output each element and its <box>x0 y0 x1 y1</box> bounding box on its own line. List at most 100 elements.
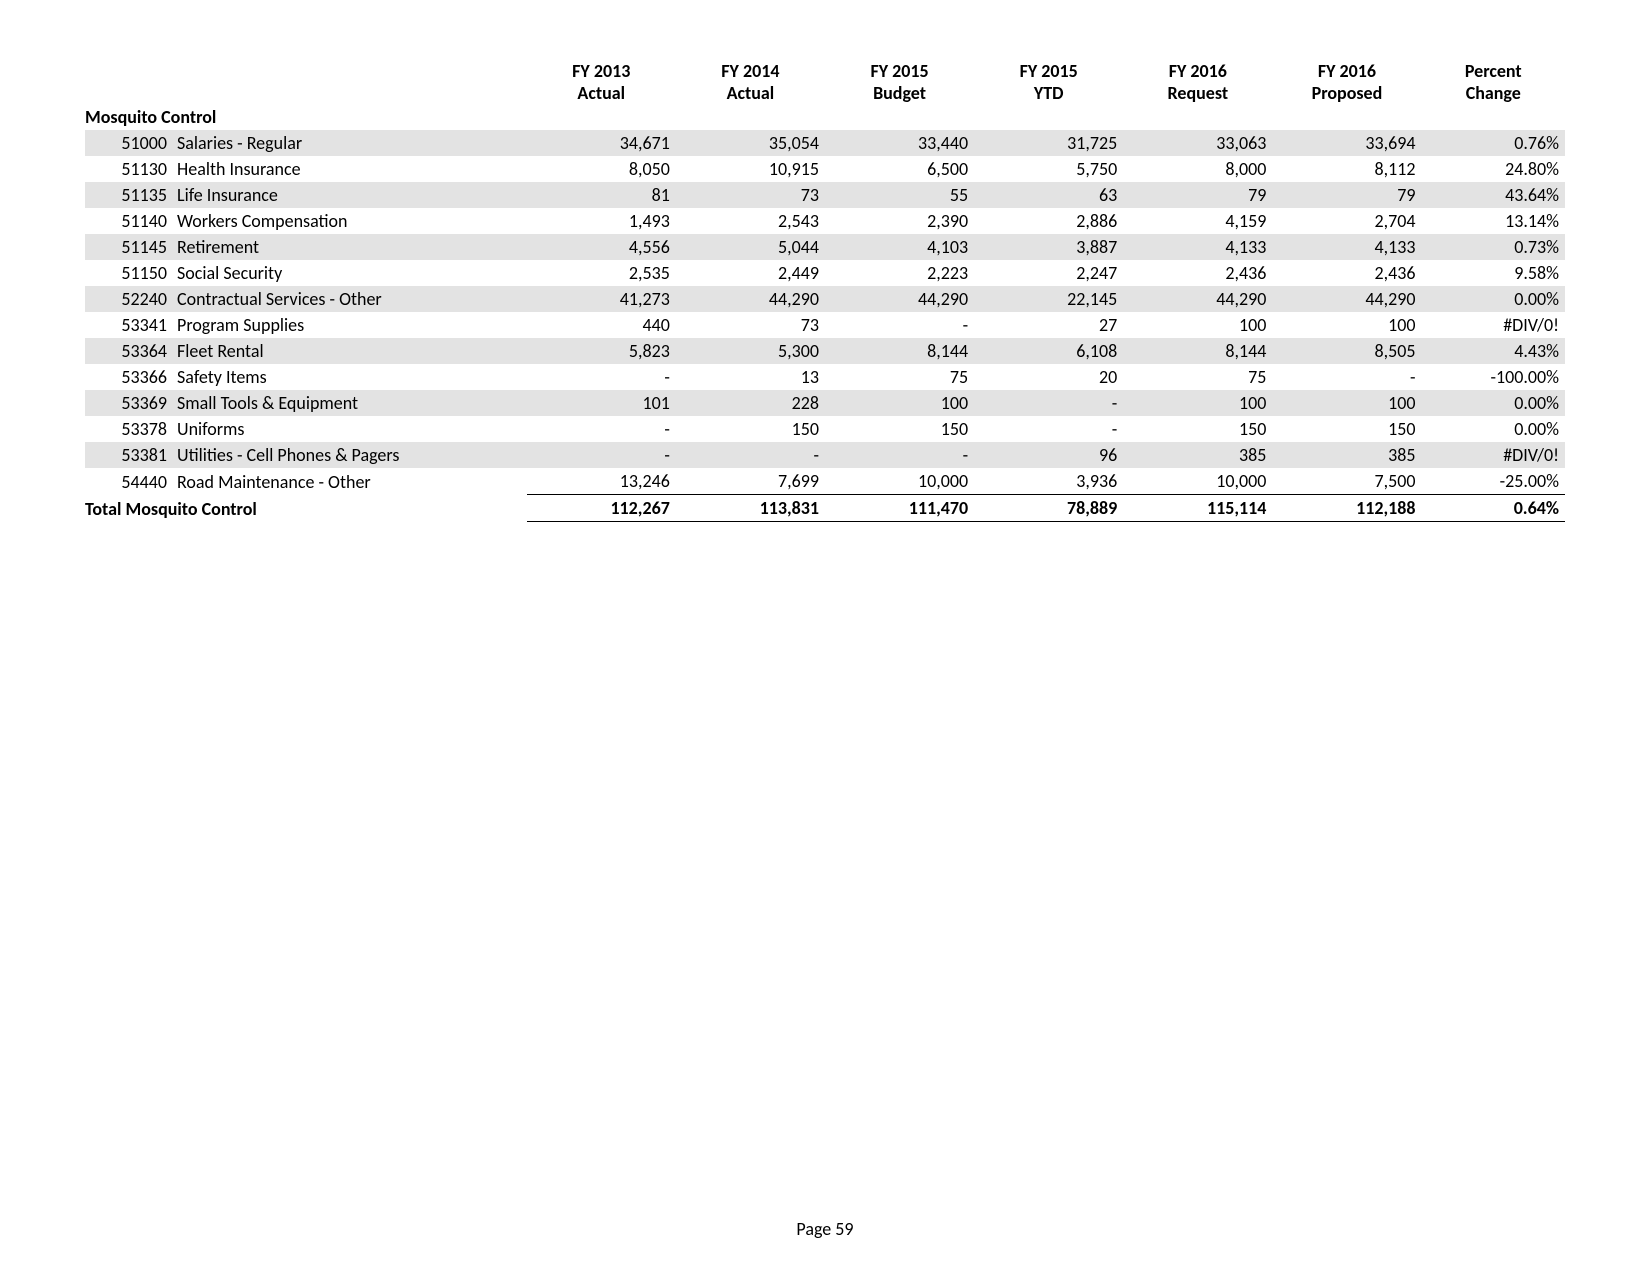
row-value: 2,436 <box>1123 260 1272 286</box>
row-pct: 4.43% <box>1422 338 1565 364</box>
row-value: 10,000 <box>1123 468 1272 495</box>
row-pct: 0.00% <box>1422 286 1565 312</box>
row-value: 22,145 <box>974 286 1123 312</box>
row-value: - <box>527 416 676 442</box>
row-value: 2,247 <box>974 260 1123 286</box>
row-value: 96 <box>974 442 1123 468</box>
row-value: 33,694 <box>1272 130 1421 156</box>
col-header: FY 2014 <box>676 60 825 82</box>
row-desc: Retirement <box>171 234 527 260</box>
row-value: 150 <box>676 416 825 442</box>
total-value: 78,889 <box>974 495 1123 522</box>
row-value: 8,505 <box>1272 338 1421 364</box>
row-value: 2,449 <box>676 260 825 286</box>
row-value: 2,223 <box>825 260 974 286</box>
row-value: - <box>974 390 1123 416</box>
total-value: 112,188 <box>1272 495 1421 522</box>
col-header: FY 2016 <box>1272 60 1421 82</box>
col-subheader: Budget <box>825 82 974 104</box>
row-pct: 24.80% <box>1422 156 1565 182</box>
row-desc: Road Maintenance - Other <box>171 468 527 495</box>
row-code: 51135 <box>85 182 171 208</box>
row-code: 51150 <box>85 260 171 286</box>
row-pct: #DIV/0! <box>1422 442 1565 468</box>
table-row: 53378Uniforms-150150-1501500.00% <box>85 416 1565 442</box>
table-row: 53381Utilities - Cell Phones & Pagers---… <box>85 442 1565 468</box>
row-value: 4,556 <box>527 234 676 260</box>
row-value: 44,290 <box>1123 286 1272 312</box>
row-value: 385 <box>1123 442 1272 468</box>
table-row: 53364Fleet Rental5,8235,3008,1446,1088,1… <box>85 338 1565 364</box>
row-pct: 9.58% <box>1422 260 1565 286</box>
table-row: 52240Contractual Services - Other41,2734… <box>85 286 1565 312</box>
table-row: 53341Program Supplies44073-27100100#DIV/… <box>85 312 1565 338</box>
row-code: 53378 <box>85 416 171 442</box>
col-header: FY 2015 <box>825 60 974 82</box>
table-row: 51130Health Insurance8,05010,9156,5005,7… <box>85 156 1565 182</box>
row-value: 4,133 <box>1123 234 1272 260</box>
table-row: 51000Salaries - Regular34,67135,05433,44… <box>85 130 1565 156</box>
row-value: 75 <box>825 364 974 390</box>
row-pct: 0.00% <box>1422 390 1565 416</box>
row-value: 5,823 <box>527 338 676 364</box>
total-value: 113,831 <box>676 495 825 522</box>
row-value: 5,044 <box>676 234 825 260</box>
row-value: 100 <box>825 390 974 416</box>
row-value: 35,054 <box>676 130 825 156</box>
row-value: 63 <box>974 182 1123 208</box>
row-value: 2,436 <box>1272 260 1421 286</box>
table-row: 53366Safety Items-13752075--100.00% <box>85 364 1565 390</box>
row-value: 4,103 <box>825 234 974 260</box>
row-value: 228 <box>676 390 825 416</box>
row-value: 2,704 <box>1272 208 1421 234</box>
row-value: 4,159 <box>1123 208 1272 234</box>
row-code: 51130 <box>85 156 171 182</box>
row-value: 100 <box>1123 390 1272 416</box>
row-value: 100 <box>1272 390 1421 416</box>
row-pct: -100.00% <box>1422 364 1565 390</box>
row-value: 7,699 <box>676 468 825 495</box>
row-desc: Program Supplies <box>171 312 527 338</box>
row-value: - <box>825 442 974 468</box>
page-footer: Page 59 <box>0 1218 1650 1240</box>
row-value: - <box>527 364 676 390</box>
row-value: 2,390 <box>825 208 974 234</box>
row-value: - <box>1272 364 1421 390</box>
section-title-row: Mosquito Control <box>85 104 1565 130</box>
row-value: 5,300 <box>676 338 825 364</box>
row-value: 27 <box>974 312 1123 338</box>
total-value: 115,114 <box>1123 495 1272 522</box>
total-label: Total Mosquito Control <box>85 495 527 522</box>
row-code: 54440 <box>85 468 171 495</box>
row-code: 51145 <box>85 234 171 260</box>
row-value: 33,440 <box>825 130 974 156</box>
row-value: - <box>527 442 676 468</box>
row-value: 3,936 <box>974 468 1123 495</box>
table-header: FY 2013 FY 2014 FY 2015 FY 2015 FY 2016 … <box>85 60 1565 104</box>
row-pct: 13.14% <box>1422 208 1565 234</box>
row-code: 51140 <box>85 208 171 234</box>
table-body: Mosquito Control 51000Salaries - Regular… <box>85 104 1565 522</box>
row-desc: Workers Compensation <box>171 208 527 234</box>
row-value: 6,500 <box>825 156 974 182</box>
row-value: 150 <box>1123 416 1272 442</box>
row-value: 100 <box>1123 312 1272 338</box>
total-value: 112,267 <box>527 495 676 522</box>
row-value: 8,144 <box>825 338 974 364</box>
row-value: 31,725 <box>974 130 1123 156</box>
row-pct: 0.73% <box>1422 234 1565 260</box>
table-row: 54440Road Maintenance - Other13,2467,699… <box>85 468 1565 495</box>
row-value: 7,500 <box>1272 468 1421 495</box>
row-pct: 0.76% <box>1422 130 1565 156</box>
row-desc: Utilities - Cell Phones & Pagers <box>171 442 527 468</box>
row-desc: Fleet Rental <box>171 338 527 364</box>
row-value: 73 <box>676 182 825 208</box>
row-code: 53381 <box>85 442 171 468</box>
total-value: 111,470 <box>825 495 974 522</box>
col-subheader: Actual <box>527 82 676 104</box>
col-header: Percent <box>1422 60 1565 82</box>
row-value: 101 <box>527 390 676 416</box>
row-desc: Social Security <box>171 260 527 286</box>
row-value: 385 <box>1272 442 1421 468</box>
total-row: Total Mosquito Control112,267113,831111,… <box>85 495 1565 522</box>
